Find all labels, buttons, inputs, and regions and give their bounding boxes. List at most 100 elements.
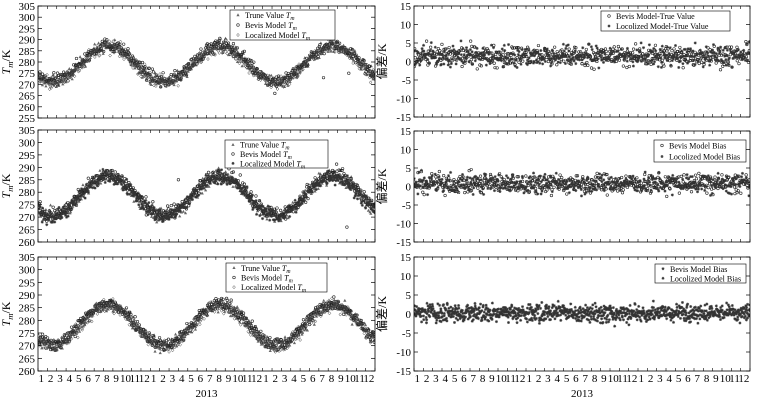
data-point [295, 75, 300, 79]
data-point [44, 218, 48, 222]
data-point [264, 209, 268, 213]
data-point [173, 215, 177, 219]
data-point [362, 190, 366, 194]
data-point [532, 175, 537, 179]
data-point [710, 51, 714, 55]
data-point [178, 75, 182, 80]
data-point [173, 80, 177, 85]
data-point [63, 79, 68, 84]
data-point [125, 49, 130, 54]
data-point [129, 62, 133, 66]
data-point [423, 54, 427, 58]
data-point [137, 195, 141, 199]
data-point [553, 57, 557, 61]
data-point [190, 60, 194, 65]
data-point [157, 75, 161, 80]
data-point [169, 215, 173, 219]
data-point [307, 56, 312, 61]
data-point [68, 75, 72, 79]
data-point [566, 43, 570, 47]
legend-marker [607, 24, 611, 28]
data-point [558, 173, 562, 177]
data-point [48, 215, 52, 219]
data-point [352, 196, 356, 200]
data-point [147, 73, 151, 78]
data-point [128, 55, 132, 60]
data-point [463, 191, 467, 195]
data-point [321, 48, 326, 53]
data-point [315, 180, 319, 184]
data-point [112, 182, 116, 186]
data-point [492, 61, 496, 65]
data-point [151, 200, 155, 204]
data-point [45, 76, 49, 81]
y-axis-label-group: Tm/K [0, 173, 15, 198]
data-point [512, 46, 517, 50]
data-point [718, 50, 722, 54]
data-point [295, 206, 299, 210]
data-point [107, 39, 112, 44]
data-point [517, 60, 521, 64]
data-point [480, 181, 485, 185]
data-point [191, 64, 195, 69]
data-point [223, 178, 227, 182]
data-point [690, 54, 694, 58]
data-point [59, 214, 63, 218]
data-point [115, 175, 119, 179]
data-point [338, 176, 342, 180]
data-point [205, 51, 210, 56]
data-point [214, 44, 218, 49]
data-point [223, 170, 228, 174]
data-point [717, 59, 721, 63]
data-point [98, 53, 102, 58]
data-point [516, 48, 520, 52]
data-point [532, 54, 536, 58]
data-point [334, 45, 339, 50]
data-point [653, 43, 658, 47]
data-point [475, 46, 479, 50]
data-point [737, 55, 741, 59]
data-point [270, 83, 274, 88]
data-point [670, 59, 674, 63]
y-tick-label: 280 [19, 187, 36, 199]
data-point [190, 192, 194, 196]
data-point [440, 50, 444, 54]
data-point [122, 42, 126, 46]
data-point [286, 208, 290, 212]
data-point [235, 60, 240, 64]
data-point [662, 51, 666, 55]
data-point [736, 48, 740, 52]
data-point [261, 217, 265, 221]
data-point [305, 195, 309, 199]
data-point [634, 59, 638, 63]
data-point [489, 174, 493, 178]
data-point [193, 60, 198, 65]
data-point [357, 61, 362, 66]
data-point [302, 199, 306, 203]
data-point [358, 196, 362, 200]
data-point [228, 52, 232, 56]
data-point [723, 46, 727, 50]
data-point [521, 59, 525, 63]
y-axis-label: 偏差/K [374, 168, 389, 204]
data-point [504, 56, 508, 60]
data-point [456, 55, 460, 59]
y-tick-label: 285 [19, 46, 36, 58]
data-point [354, 192, 358, 196]
data-point [589, 57, 593, 61]
data-point [242, 182, 247, 186]
data-point [180, 199, 184, 204]
data-point [304, 61, 308, 66]
data-point [431, 50, 435, 54]
data-point [619, 186, 623, 190]
data-point [416, 50, 420, 54]
data-point [698, 48, 702, 52]
data-point [485, 51, 489, 55]
data-point [234, 49, 238, 54]
data-point [636, 60, 640, 64]
data-point [56, 216, 60, 220]
data-point [217, 50, 222, 55]
data-point [153, 218, 157, 222]
